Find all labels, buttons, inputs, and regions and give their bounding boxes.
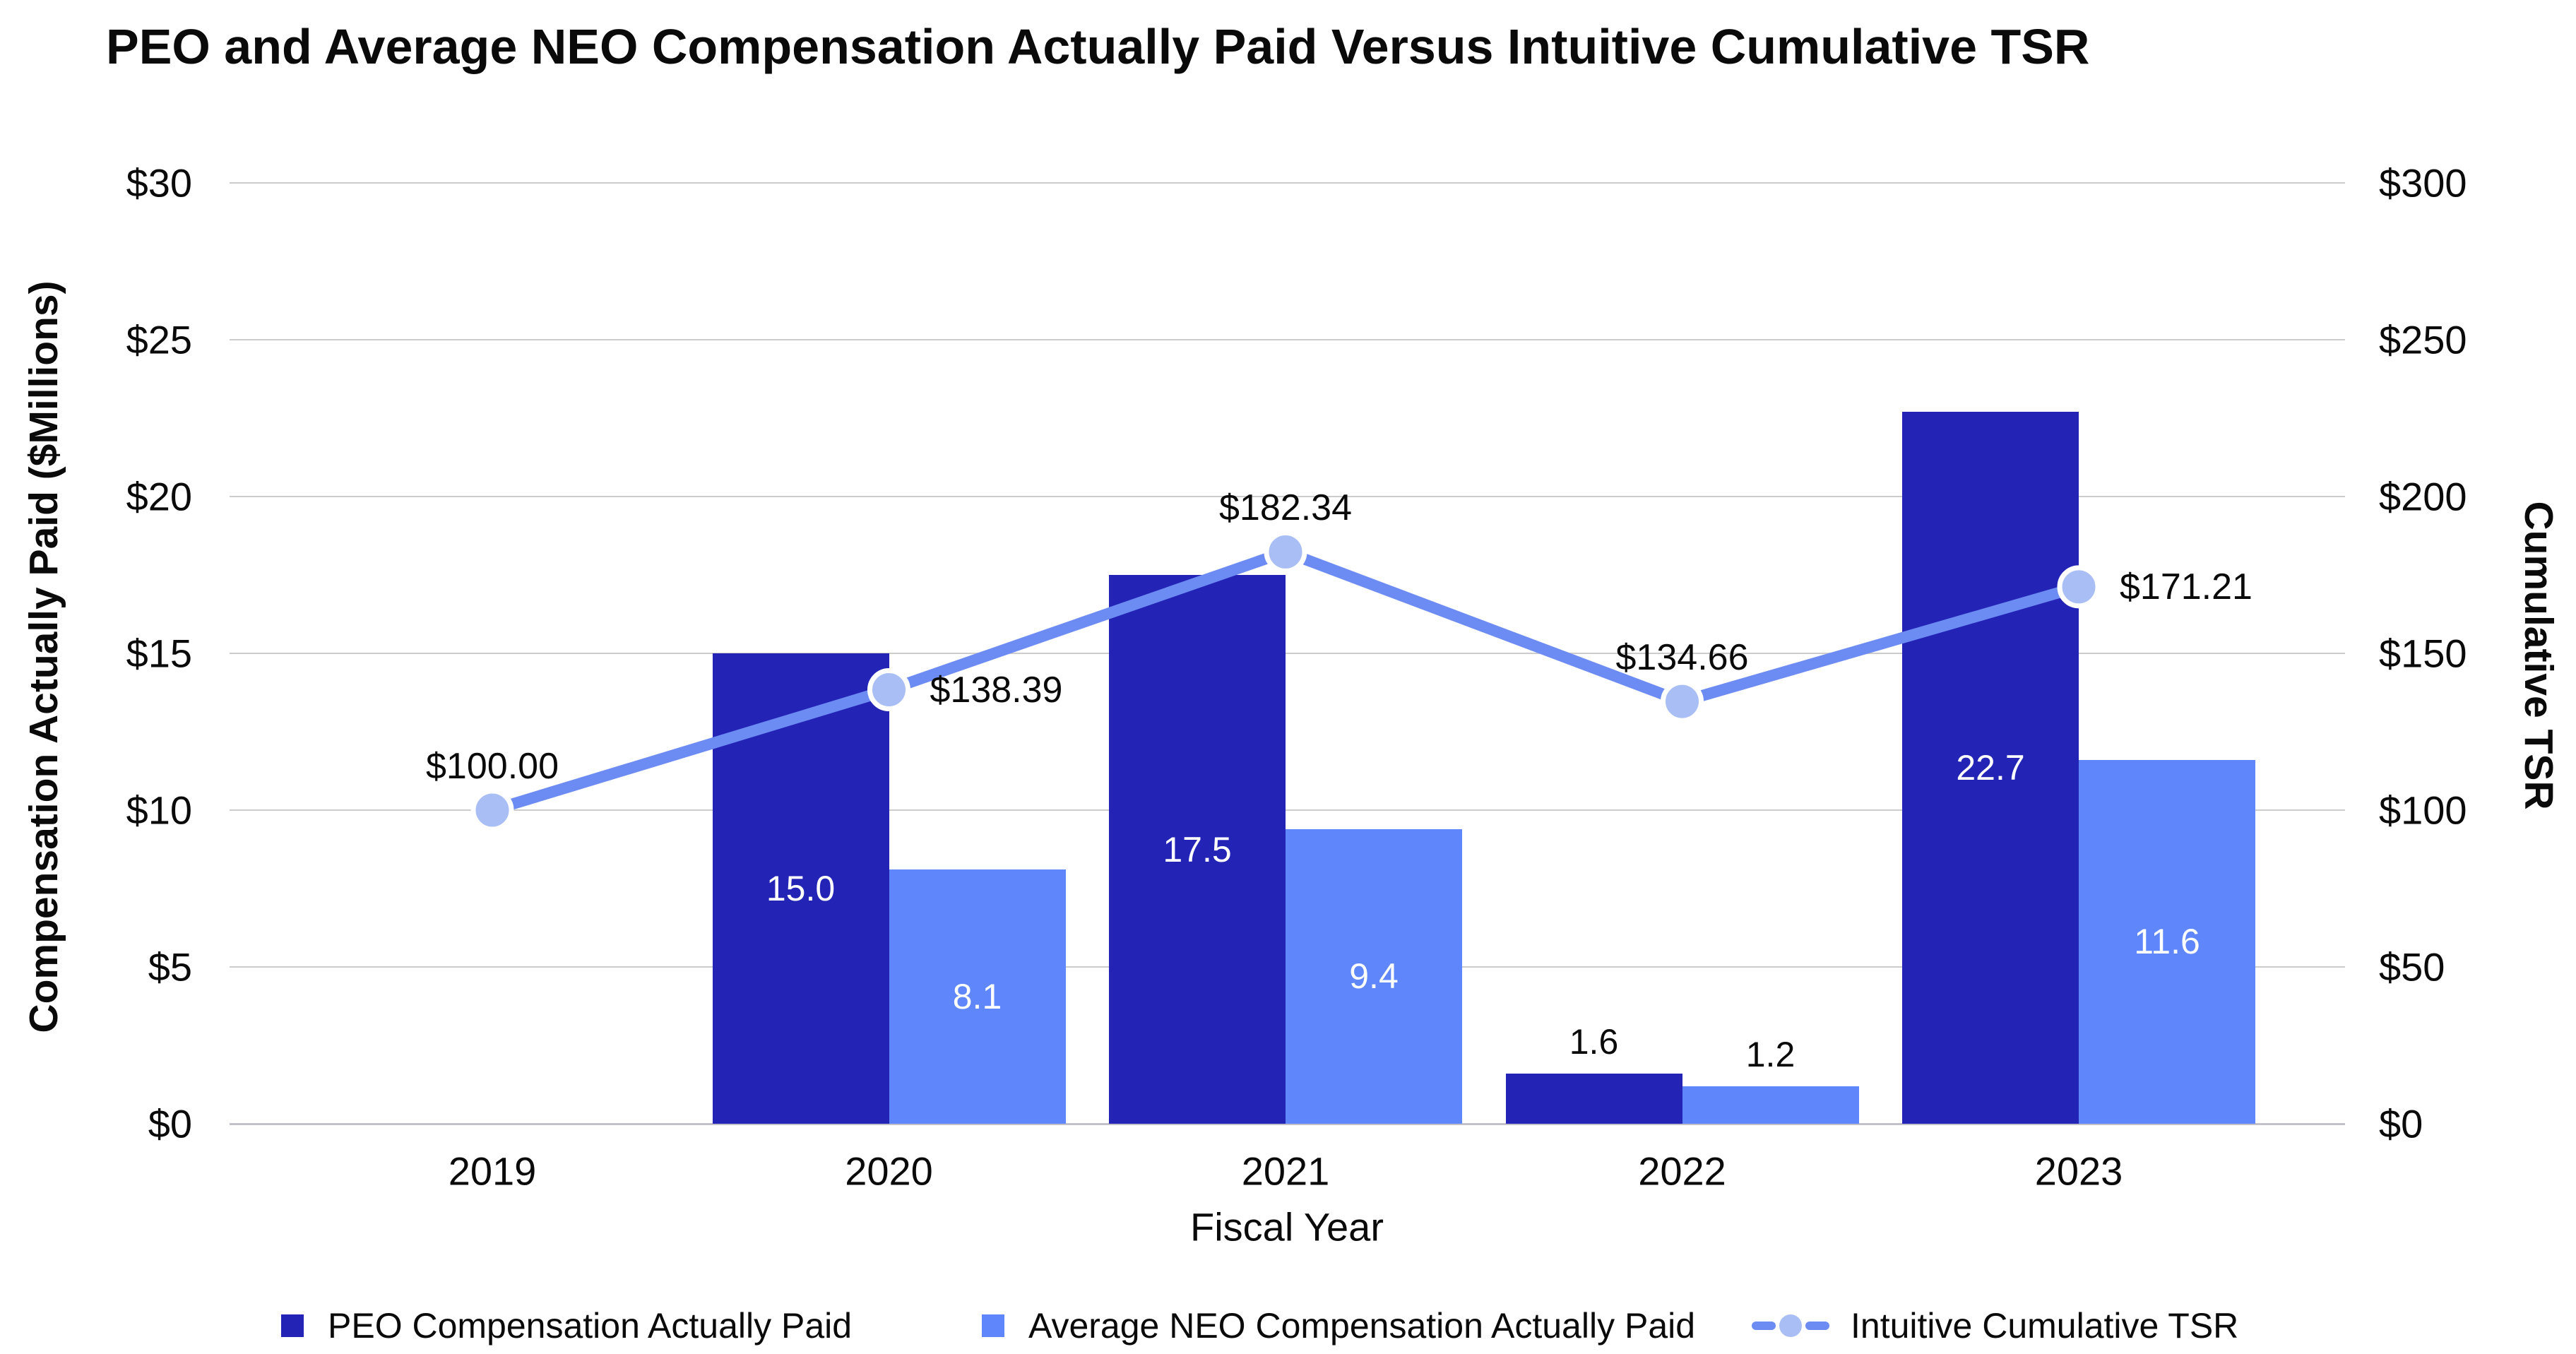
y-right-tick-label: $0 [2379, 1101, 2423, 1146]
bar-value-label: 9.4 [1349, 956, 1399, 997]
y-right-tick-label: $250 [2379, 317, 2467, 362]
y-right-tick-label: $200 [2379, 474, 2467, 519]
bar-value-label: 15.0 [766, 869, 836, 908]
neo-bar-2022 [1682, 1086, 1859, 1124]
x-axis-title: Fiscal Year [1190, 1204, 1384, 1249]
y-right-tick-label: $300 [2379, 160, 2467, 206]
bar-value-label: 17.5 [1163, 829, 1232, 869]
y-left-tick-label: $15 [126, 631, 192, 676]
y-left-tick-label: $5 [148, 944, 192, 990]
legend-item-tsr: Intuitive Cumulative TSR [1752, 1300, 2238, 1351]
bar-value-label: 1.2 [1745, 1034, 1796, 1074]
y-left-tick-label: $20 [126, 474, 192, 519]
bar-value-label: 11.6 [2134, 922, 2200, 962]
legend-swatch-icon [982, 1314, 1004, 1337]
tsr-point-label: $100.00 [426, 746, 559, 787]
legend-label: Intuitive Cumulative TSR [1851, 1306, 2239, 1346]
x-tick-label-2019: 2019 [448, 1148, 537, 1194]
x-tick-label-2021: 2021 [1241, 1148, 1330, 1194]
y-left-tick-label: $25 [126, 317, 192, 362]
tsr-point-label: $171.21 [2120, 566, 2252, 607]
y-left-tick-label: $0 [148, 1101, 192, 1146]
y-axis-right-title: Cumulative TSR [2516, 501, 2561, 810]
gridline [230, 182, 2345, 184]
x-tick-label-2023: 2023 [2034, 1148, 2123, 1194]
y-left-tick-label: $30 [126, 160, 192, 206]
bar-value-label: 1.6 [1569, 1021, 1619, 1062]
y-right-tick-label: $150 [2379, 631, 2467, 676]
x-axis-line [230, 1123, 2345, 1125]
neo-bar-2021 [1286, 829, 1462, 1124]
chart-title: PEO and Average NEO Compensation Actuall… [106, 19, 2090, 74]
legend-label: Average NEO Compensation Actually Paid [1028, 1306, 1696, 1346]
y-left-tick-label: $10 [126, 788, 192, 833]
legend-item-peo: PEO Compensation Actually Paid [281, 1300, 852, 1351]
y-right-tick-label: $50 [2379, 944, 2445, 990]
legend-label: PEO Compensation Actually Paid [328, 1306, 853, 1346]
legend-line-marker-icon [1752, 1313, 1829, 1338]
bar-value-label: 22.7 [1956, 748, 2025, 788]
tsr-point-marker [1264, 530, 1307, 574]
x-tick-label-2020: 2020 [845, 1148, 933, 1194]
gridline [230, 496, 2345, 497]
peo-bar-2022 [1505, 1073, 1682, 1124]
tsr-point-label: $134.66 [1615, 637, 1749, 679]
neo-bar-2020 [889, 869, 1066, 1124]
legend-swatch-icon [281, 1314, 304, 1337]
gridline [230, 339, 2345, 340]
tsr-point-marker [1661, 679, 1704, 723]
bar-value-label: 8.1 [952, 977, 1002, 1017]
y-right-tick-label: $100 [2379, 788, 2467, 833]
tsr-point-label: $138.39 [930, 669, 1063, 711]
legend-item-neo: Average NEO Compensation Actually Paid [982, 1300, 1695, 1351]
neo-bar-2023 [2079, 759, 2255, 1124]
tsr-point-label: $182.34 [1219, 487, 1352, 529]
x-tick-label-2022: 2022 [1638, 1148, 1726, 1194]
